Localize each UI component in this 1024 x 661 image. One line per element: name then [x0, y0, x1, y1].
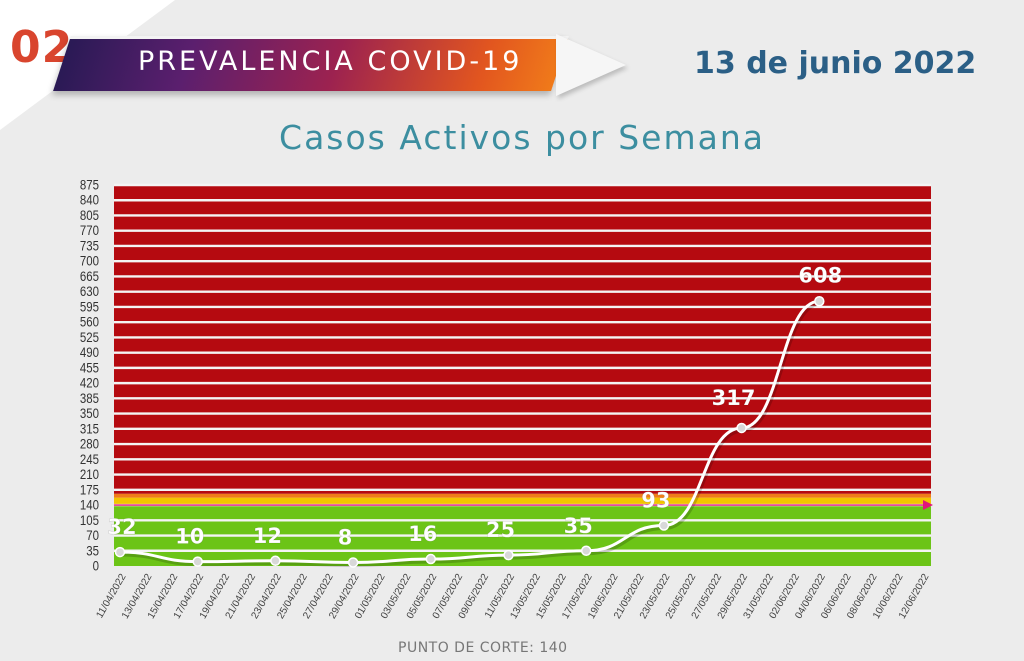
banner-arrow-icon: [556, 34, 626, 96]
data-label: 608: [798, 263, 842, 287]
y-tick-label: 0: [93, 559, 99, 574]
y-tick-label: 175: [80, 482, 99, 497]
y-tick-label: 385: [80, 391, 99, 406]
y-tick-label: 700: [80, 254, 99, 269]
data-point: [425, 553, 437, 565]
y-tick-label: 630: [80, 284, 99, 299]
data-point: [270, 555, 281, 567]
y-tick-label: 875: [80, 178, 99, 193]
y-tick-label: 525: [80, 330, 99, 345]
y-tick-label: 140: [80, 498, 99, 513]
data-label: 93: [641, 489, 670, 513]
y-tick-label: 770: [80, 223, 99, 238]
cutoff-arrow-icon: [923, 500, 933, 511]
data-label: 16: [408, 522, 437, 546]
y-tick-label: 665: [80, 269, 99, 284]
data-point: [580, 545, 592, 557]
data-label: 8: [338, 526, 353, 550]
y-tick-label: 105: [80, 513, 99, 528]
y-tick-label: 315: [80, 421, 99, 436]
data-point: [503, 549, 514, 561]
data-label: 35: [564, 514, 593, 538]
banner-title: PREVALENCIA COVID-19: [138, 46, 523, 77]
y-tick-label: 490: [80, 345, 99, 360]
chart-title: Casos Activos por Semana: [279, 118, 765, 157]
data-point: [347, 557, 359, 568]
data-point: [658, 520, 670, 531]
data-label: 25: [486, 518, 515, 542]
data-label: 12: [253, 524, 282, 548]
y-tick-label: 210: [80, 467, 99, 482]
cutoff-footnote: PUNTO DE CORTE: 140: [398, 640, 568, 656]
data-point: [192, 556, 203, 567]
data-point: [814, 296, 825, 307]
data-label: 10: [175, 525, 204, 549]
y-tick-label: 560: [80, 315, 99, 330]
y-tick-label: 35: [86, 543, 99, 558]
y-tick-label: 420: [80, 376, 99, 391]
y-tick-label: 840: [80, 193, 99, 208]
y-tick-label: 595: [80, 300, 99, 315]
zone-yellow: [114, 497, 931, 506]
data-point: [736, 422, 747, 434]
data-label: 317: [712, 386, 756, 410]
zone-orange: [114, 493, 931, 498]
data-point: [114, 546, 126, 558]
y-tick-label: 455: [80, 361, 99, 376]
y-tick-label: 735: [80, 239, 99, 254]
y-tick-label: 245: [80, 452, 99, 467]
y-tick-label: 70: [86, 528, 99, 543]
report-date: 13 de junio 2022: [694, 46, 977, 81]
y-tick-label: 805: [80, 208, 99, 223]
zone-red: [114, 185, 931, 494]
y-tick-label: 280: [80, 437, 99, 452]
data-label: 32: [107, 515, 136, 539]
y-tick-label: 350: [80, 406, 99, 421]
